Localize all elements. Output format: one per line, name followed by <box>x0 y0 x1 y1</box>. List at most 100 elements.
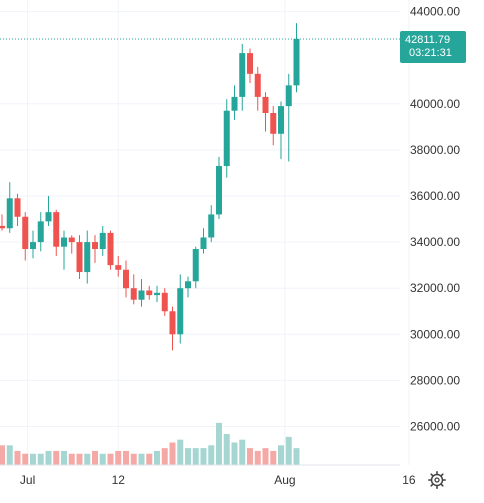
candle-body <box>84 242 91 273</box>
volume-bar <box>161 448 168 465</box>
volume-bar <box>6 445 13 465</box>
price-tag-countdown: 03:21:31 <box>409 47 452 59</box>
volume-bar <box>130 453 137 465</box>
candle-body <box>30 242 36 250</box>
price-tag-background <box>400 30 466 63</box>
volume-bar <box>278 445 284 465</box>
candle-body <box>138 290 145 300</box>
candle-body <box>223 110 230 167</box>
candle-body <box>130 288 137 300</box>
candle-body <box>154 292 160 296</box>
y-tick-label: 34000.00 <box>410 235 460 249</box>
candle-body <box>53 212 60 247</box>
y-tick-label: 32000.00 <box>410 281 460 295</box>
candle-body <box>177 288 184 335</box>
volume-bar <box>14 450 21 465</box>
price-tag-price: 42811.79 <box>405 34 450 46</box>
candle-body <box>293 38 300 86</box>
candle-body <box>216 166 222 215</box>
candle-body <box>14 198 21 217</box>
volume-bar <box>270 450 277 465</box>
x-axis: Jul 12 Aug 16 <box>0 464 416 487</box>
y-tick-label: 44000.00 <box>410 5 460 19</box>
grid <box>0 0 410 465</box>
candle-body <box>185 281 191 289</box>
candle-body <box>45 212 52 222</box>
volume-bar <box>262 448 269 465</box>
volume-bar <box>99 453 106 465</box>
volume-bar <box>293 448 300 465</box>
volume-bar <box>76 453 83 465</box>
candle-body <box>92 242 98 250</box>
volume-bar <box>169 442 176 465</box>
volume-bar <box>239 439 246 465</box>
volume-bar <box>138 453 145 465</box>
candle-body <box>22 216 29 250</box>
volume-bar <box>37 453 44 465</box>
volume-bar <box>177 439 184 465</box>
candles <box>0 23 300 351</box>
volume-bar <box>53 450 60 465</box>
volume-bar <box>0 445 5 465</box>
y-tick-label: 36000.00 <box>410 189 460 203</box>
y-axis: 26000.00 28000.00 30000.00 32000.00 34000.00… <box>410 5 460 434</box>
volume-bar <box>30 453 36 465</box>
volume-bar <box>115 450 122 465</box>
candle-body <box>254 73 261 97</box>
volume-bar <box>154 450 160 465</box>
y-tick-label: 40000.00 <box>410 97 460 111</box>
volume-bar <box>84 453 91 465</box>
volume-bar <box>45 450 52 465</box>
volume-bars <box>0 422 300 465</box>
volume-bar <box>61 450 67 465</box>
candle-body <box>200 237 207 250</box>
candle-body <box>239 53 246 97</box>
candle-body <box>76 242 83 273</box>
volume-bar <box>123 450 129 465</box>
volume-bar <box>208 445 215 465</box>
candle-body <box>208 214 215 238</box>
volume-bar <box>92 450 98 465</box>
candle-body <box>37 221 44 243</box>
candle-body <box>68 237 75 243</box>
volume-bar <box>22 453 29 465</box>
y-tick-label: 30000.00 <box>410 327 460 341</box>
candle-body <box>0 225 5 229</box>
volume-bar <box>231 442 238 465</box>
volume-bar <box>107 453 114 465</box>
candle-body <box>99 232 106 250</box>
volume-bar <box>192 448 199 465</box>
candle-body <box>247 53 253 74</box>
candle-body <box>161 292 168 312</box>
price-tag: 42811.79 03:21:31 <box>400 30 466 63</box>
volume-bar <box>216 422 222 465</box>
x-tick-label: 12 <box>112 473 126 487</box>
candle-body <box>231 96 238 111</box>
candle-body <box>6 198 13 229</box>
candle-body <box>115 265 122 270</box>
volume-bar <box>185 448 191 465</box>
gear-icon[interactable] <box>428 471 446 489</box>
candle-body <box>107 232 114 266</box>
x-tick-label: 16 <box>402 473 416 487</box>
candle-body <box>169 311 176 335</box>
volume-bar <box>285 436 292 465</box>
y-tick-label: 38000.00 <box>410 143 460 157</box>
candle-body <box>285 85 292 107</box>
volume-bar <box>68 453 75 465</box>
volume-bar <box>223 434 230 465</box>
candle-body <box>146 290 153 296</box>
x-tick-label: Jul <box>20 473 35 487</box>
volume-bar <box>254 450 261 465</box>
y-tick-label: 28000.00 <box>410 373 460 387</box>
volume-bar <box>146 453 153 465</box>
candle-body <box>61 237 67 247</box>
y-tick-label: 26000.00 <box>410 420 460 434</box>
volume-bar <box>247 448 253 465</box>
candle-body <box>270 113 277 134</box>
x-tick-label: Aug <box>274 473 295 487</box>
candle-body <box>123 269 129 289</box>
candle-body <box>262 96 269 114</box>
